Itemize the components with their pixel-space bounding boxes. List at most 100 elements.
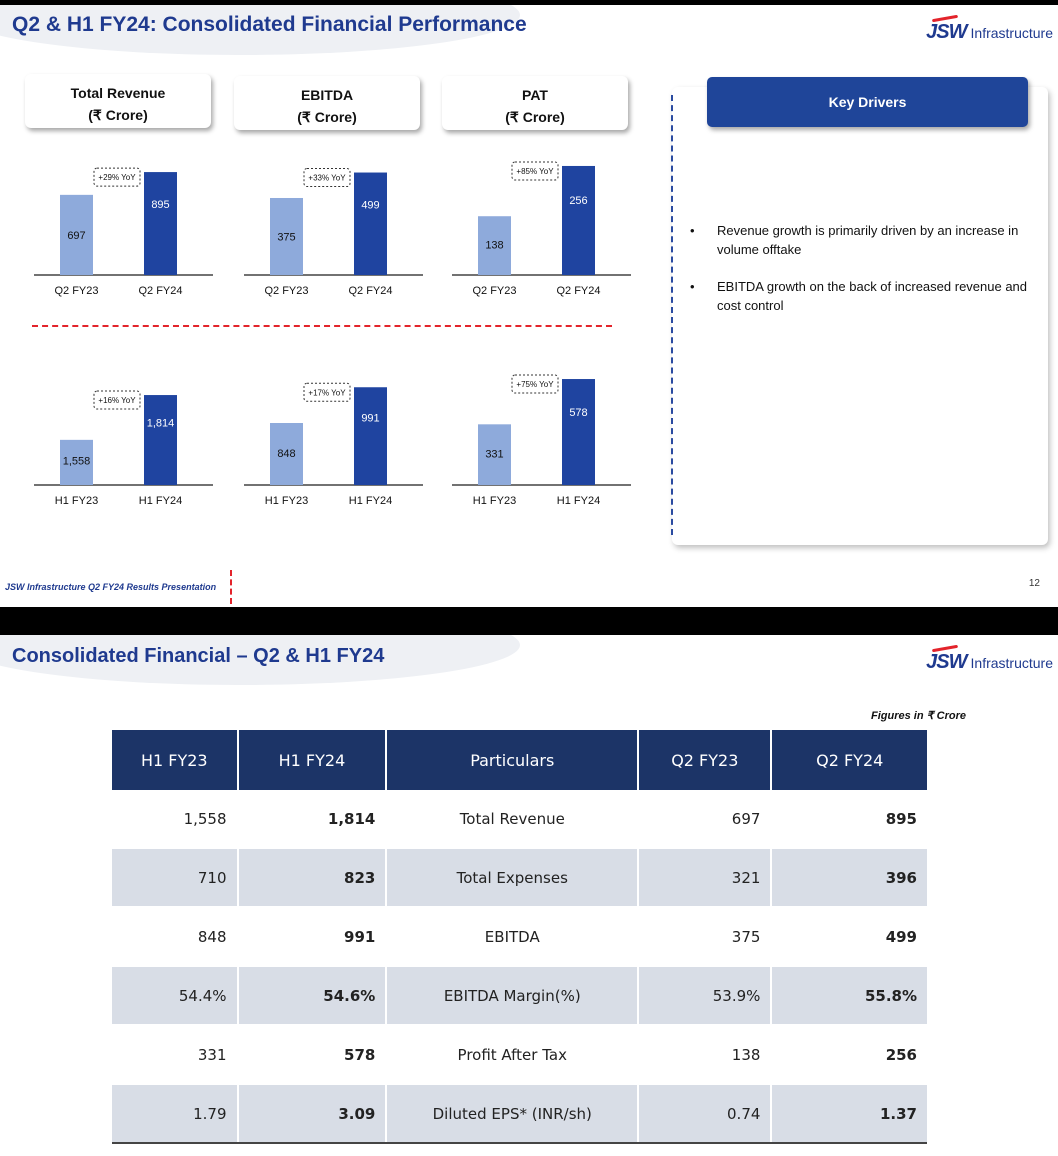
yoy-badge xyxy=(303,168,351,188)
cell-particular: EBITDA Margin(%) xyxy=(386,966,640,1026)
table-row: 54.4% 54.6% EBITDA Margin(%) 53.9% 55.8% xyxy=(112,966,927,1026)
cell-h1fy24: 1,814 xyxy=(237,790,388,849)
yoy-badge xyxy=(303,382,351,402)
table-row: 331 578 Profit After Tax 138 256 xyxy=(112,1025,927,1085)
bullet-text: Revenue growth is primarily driven by an… xyxy=(717,223,1019,257)
table-row: 1.79 3.09 Diluted EPS* (INR/sh) 0.74 1.3… xyxy=(112,1084,927,1144)
bar xyxy=(562,379,595,485)
bar xyxy=(270,197,303,275)
bar xyxy=(562,165,595,275)
cell-q2fy23: 375 xyxy=(638,907,773,967)
cell-h1fy23: 54.4% xyxy=(112,966,239,1026)
bar-value-label: 1,558 xyxy=(63,456,91,468)
cell-h1fy23: 848 xyxy=(112,907,239,967)
table-header-row: H1 FY23 H1 FY24 Particulars Q2 FY23 Q2 F… xyxy=(112,730,927,790)
jsw-logo-text: Infrastructure xyxy=(970,24,1053,41)
category-label: Q2 FY23 xyxy=(54,285,98,297)
chart-pat-q2: 138 Q2 FY23 256 Q2 FY24 +85% YoY xyxy=(452,161,631,297)
cell-h1fy24: 54.6% xyxy=(237,966,388,1026)
bar xyxy=(60,439,93,485)
jsw-logo-text: Infrastructure xyxy=(970,654,1053,671)
section-divider xyxy=(32,325,612,327)
table-row: 848 991 EBITDA 375 499 xyxy=(112,907,927,967)
chart-ebitda-q2: 375 Q2 FY23 499 Q2 FY24 +33% YoY xyxy=(244,168,423,297)
cell-h1fy23: 710 xyxy=(112,848,239,908)
metric-pat: PAT (₹ Crore) xyxy=(442,76,628,130)
yoy-badge xyxy=(511,161,559,181)
bullet-dot-icon: • xyxy=(690,279,695,294)
yoy-label: +85% YoY xyxy=(516,167,554,176)
bar-value-label: 991 xyxy=(361,412,379,424)
bullet-text: EBITDA growth on the back of increased r… xyxy=(717,279,1028,313)
col-header: H1 FY23 xyxy=(112,730,239,790)
footer-divider xyxy=(230,570,232,604)
cell-particular: Total Revenue xyxy=(386,790,640,849)
category-label: H1 FY23 xyxy=(55,495,98,507)
table-row: 710 823 Total Expenses 321 396 xyxy=(112,848,927,908)
cell-particular: Diluted EPS* (INR/sh) xyxy=(386,1084,640,1144)
cell-q2fy23: 0.74 xyxy=(638,1084,773,1144)
bar-value-label: 499 xyxy=(361,199,379,211)
cell-q2fy23: 138 xyxy=(638,1025,773,1085)
metric-ebitda: EBITDA (₹ Crore) xyxy=(234,76,420,130)
bar xyxy=(354,387,387,485)
cell-q2fy24: 895 xyxy=(771,790,927,849)
yoy-badge xyxy=(93,390,141,410)
bar-value-label: 256 xyxy=(569,195,587,207)
panel-dashed-line xyxy=(671,95,673,535)
slide-consolidated-table: Consolidated Financial – Q2 & H1 FY24 JS… xyxy=(0,635,1058,1156)
cell-q2fy23: 53.9% xyxy=(638,966,773,1026)
cell-h1fy24: 578 xyxy=(237,1025,388,1085)
bar-value-label: 138 xyxy=(485,240,503,252)
bar xyxy=(478,424,511,485)
chart-pat-h1: 331 H1 FY23 578 H1 FY24 +75% YoY xyxy=(452,374,631,507)
metric-name: Total Revenue xyxy=(70,85,166,101)
key-drivers-panel xyxy=(672,87,1048,545)
col-header: Q2 FY24 xyxy=(771,730,927,790)
category-label: Q2 FY23 xyxy=(472,285,516,297)
bar xyxy=(144,172,177,275)
cell-h1fy23: 331 xyxy=(112,1025,239,1085)
key-drivers-heading: Key Drivers xyxy=(707,77,1028,127)
cell-h1fy24: 991 xyxy=(237,907,388,967)
metric-unit: (₹ Crore) xyxy=(297,109,357,125)
jsw-logo-mark: JSW xyxy=(926,651,967,673)
yoy-label: +17% YoY xyxy=(308,388,346,397)
bar-value-label: 895 xyxy=(151,199,169,211)
cell-particular: EBITDA xyxy=(386,907,640,967)
jsw-logo: JSW Infrastructure xyxy=(926,651,1053,674)
cell-particular: Total Expenses xyxy=(386,848,640,908)
bar-value-label: 848 xyxy=(277,448,295,460)
category-label: Q2 FY24 xyxy=(138,285,182,297)
category-label: Q2 FY24 xyxy=(556,285,600,297)
category-label: H1 FY23 xyxy=(473,495,516,507)
yoy-label: +33% YoY xyxy=(308,174,346,183)
chart-ebitda-h1: 848 H1 FY23 991 H1 FY24 +17% YoY xyxy=(244,382,423,507)
yoy-label: +75% YoY xyxy=(516,380,554,389)
table-row: 1,558 1,814 Total Revenue 697 895 xyxy=(112,790,927,849)
chart-revenue-h1: 1,558 H1 FY23 1,814 H1 FY24 +16% YoY xyxy=(34,390,213,507)
cell-q2fy23: 321 xyxy=(638,848,773,908)
cell-q2fy23: 697 xyxy=(638,790,773,849)
category-label: Q2 FY24 xyxy=(348,285,392,297)
cell-q2fy24: 55.8% xyxy=(771,966,927,1026)
page-number: 12 xyxy=(1028,578,1040,589)
cell-h1fy23: 1,558 xyxy=(112,790,239,849)
bullet-dot-icon: • xyxy=(690,223,695,238)
category-label: H1 FY23 xyxy=(265,495,308,507)
chart-revenue-q2: 697 Q2 FY23 895 Q2 FY24 +29% YoY xyxy=(34,167,213,297)
bar xyxy=(270,423,303,485)
slide-title: Consolidated Financial – Q2 & H1 FY24 xyxy=(12,645,385,667)
cell-q2fy24: 396 xyxy=(771,848,927,908)
financial-table: H1 FY23 H1 FY24 Particulars Q2 FY23 Q2 F… xyxy=(112,730,927,1144)
metric-name: PAT xyxy=(522,87,548,103)
yoy-label: +29% YoY xyxy=(98,173,136,182)
jsw-logo: JSW Infrastructure xyxy=(926,21,1053,44)
bar-value-label: 578 xyxy=(569,407,587,419)
col-header: H1 FY24 xyxy=(237,730,388,790)
bar xyxy=(144,395,177,485)
bar xyxy=(60,194,93,275)
yoy-badge xyxy=(93,167,141,187)
col-header: Particulars xyxy=(386,730,640,790)
cell-h1fy24: 3.09 xyxy=(237,1084,388,1144)
